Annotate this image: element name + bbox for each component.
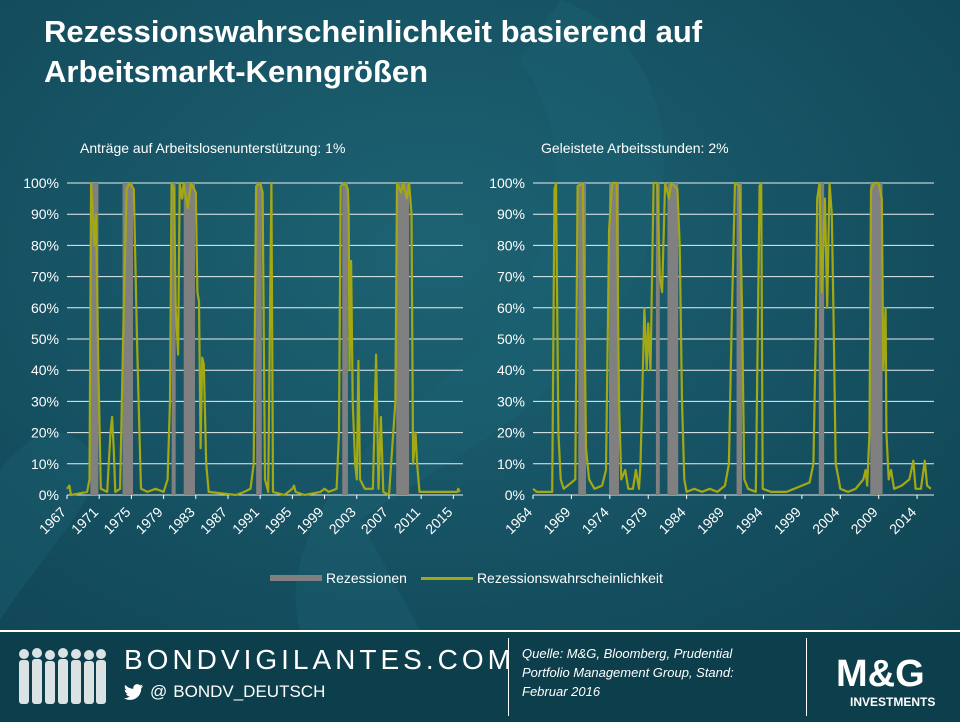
chart-1-y-tick-label: 30% <box>31 393 59 409</box>
source-line-3: Februar 2016 <box>522 684 601 699</box>
logo-mg-text: M&G <box>836 653 925 695</box>
logo-investments-text: INVESTMENTS <box>850 695 935 709</box>
chart-1-x-tick-label: 1971 <box>68 504 101 537</box>
chart-2-y-tick-label: 10% <box>497 456 525 472</box>
charts-area: 0%10%20%30%40%50%60%70%80%90%100%1967197… <box>23 175 934 537</box>
chart-2-y-tick-label: 80% <box>497 237 525 253</box>
chart-1-y-tick-label: 50% <box>31 331 59 347</box>
chart-1-x-tick-label: 1991 <box>229 504 262 537</box>
chart-2-x-tick-label: 1994 <box>732 504 765 537</box>
chart-1-x-tick-label: 1987 <box>197 504 230 537</box>
source-line-1: Quelle: M&G, Bloomberg, Prudential <box>522 646 733 661</box>
mg-investments-logo: M&G INVESTMENTS <box>836 653 935 709</box>
chart-1-x-tick-label: 1975 <box>100 504 133 537</box>
chart-1-y-tick-label: 0% <box>39 487 59 503</box>
footer-divider-1 <box>508 638 509 716</box>
legend-probability-label: Rezessionswahrscheinlichkeit <box>476 570 663 586</box>
chart-2-recession-bar <box>655 183 660 495</box>
page-title: Rezessionswahrscheinlichkeit basierend a… <box>44 12 702 92</box>
chart-1-x-tick-label: 2007 <box>358 504 391 537</box>
chart-1-x-tick-label: 1983 <box>165 504 198 537</box>
chart-2-recession-bar <box>818 183 825 495</box>
chart-2-y-tick-label: 0% <box>505 487 525 503</box>
chart-1-y-tick-label: 90% <box>31 206 59 222</box>
chart-1-x-tick-label: 1979 <box>132 504 165 537</box>
chart-1-title: Anträge auf Arbeitslosenunterstützung: 1… <box>80 140 346 156</box>
chart-1-y-tick-label: 80% <box>31 237 59 253</box>
chart-1-recession-bar <box>342 183 348 495</box>
chart-1-y-tick-label: 60% <box>31 300 59 316</box>
chart-1-y-tick-label: 20% <box>31 425 59 441</box>
chart-1-x-tick-label: 2011 <box>391 504 424 537</box>
source-line-2: Portfolio Management Group, Stand: <box>522 665 734 680</box>
chart-2-y-tick-label: 100% <box>489 175 525 191</box>
chart-1-recession-bar <box>256 183 262 495</box>
chart-2-recession-bar <box>578 183 587 495</box>
chart-1-y-tick-label: 100% <box>23 175 59 191</box>
source-note: Quelle: M&G, Bloomberg, Prudential Portf… <box>522 644 782 701</box>
chart-2-y-tick-label: 90% <box>497 206 525 222</box>
chart-1-x-tick-label: 1999 <box>293 504 326 537</box>
chart-1-recession-bar <box>171 183 176 495</box>
people-silhouettes-icon <box>19 648 106 704</box>
chart-1-probability-line <box>66 181 461 497</box>
chart-1-x-tick-label: 1995 <box>261 504 294 537</box>
chart-2-x-tick-label: 1999 <box>771 504 804 537</box>
chart-2-y-tick-label: 50% <box>497 331 525 347</box>
chart-2-x-tick-label: 2009 <box>847 504 880 537</box>
chart-2-recession-bar <box>667 183 679 495</box>
twitter-handle-text: BONDV_DEUTSCH <box>173 682 326 701</box>
twitter-handle[interactable]: @ BONDV_DEUTSCH <box>124 682 325 702</box>
chart-1-recession-bar <box>122 183 133 495</box>
chart-2-x-tick-label: 1979 <box>617 504 650 537</box>
legend-recession-swatch <box>270 575 322 581</box>
chart-1-x-tick-label: 2015 <box>422 504 455 537</box>
chart-1-y-tick-label: 40% <box>31 362 59 378</box>
chart-1-recession-bar <box>396 183 410 495</box>
chart-2-title: Geleistete Arbeitsstunden: 2% <box>541 140 729 156</box>
chart-2-probability-line <box>532 181 932 493</box>
chart-1-x-tick-label: 2003 <box>326 504 359 537</box>
footer: BONDVIGILANTES.COM @ BONDV_DEUTSCH Quell… <box>0 630 960 722</box>
chart-1-y-tick-label: 10% <box>31 456 59 472</box>
chart-2-y-tick-label: 60% <box>497 300 525 316</box>
chart-1-recession-bar <box>90 183 99 495</box>
title-line-2: Arbeitsmarkt-Kenngrößen <box>44 54 429 89</box>
title-line-1: Rezessionswahrscheinlichkeit basierend a… <box>44 14 703 49</box>
chart-2-x-tick-label: 1964 <box>502 504 535 537</box>
chart-2-y-tick-label: 30% <box>497 393 525 409</box>
legend: Rezessionen Rezessionswahrscheinlichkeit <box>270 570 663 586</box>
footer-divider-2 <box>806 638 807 716</box>
chart-1-recession-bar <box>183 183 195 495</box>
chart-1-y-tick-label: 70% <box>31 269 59 285</box>
chart-2-x-tick-label: 1984 <box>655 504 688 537</box>
chart-2-x-tick-label: 1969 <box>540 504 573 537</box>
chart-2-y-tick-label: 20% <box>497 425 525 441</box>
chart-1-x-tick-label: 1967 <box>36 504 69 537</box>
chart-2-x-tick-label: 2004 <box>809 504 842 537</box>
background <box>0 0 960 630</box>
chart-2-recession-bar <box>870 183 883 495</box>
chart-2-y-tick-label: 40% <box>497 362 525 378</box>
brand-link[interactable]: BONDVIGILANTES.COM <box>124 644 515 675</box>
twitter-icon <box>124 684 143 700</box>
legend-recession-label: Rezessionen <box>326 570 407 586</box>
background-watermark <box>0 0 960 630</box>
chart-2-x-tick-label: 2014 <box>886 504 919 537</box>
at-symbol-icon: @ <box>150 682 168 701</box>
chart-2-recession-bar <box>736 183 742 495</box>
chart-2-recession-bar <box>609 183 620 495</box>
legend-probability-swatch <box>420 576 473 580</box>
chart-2-y-tick-label: 70% <box>497 269 525 285</box>
chart-2-x-tick-label: 1974 <box>579 504 612 537</box>
chart-2-x-tick-label: 1989 <box>694 504 727 537</box>
